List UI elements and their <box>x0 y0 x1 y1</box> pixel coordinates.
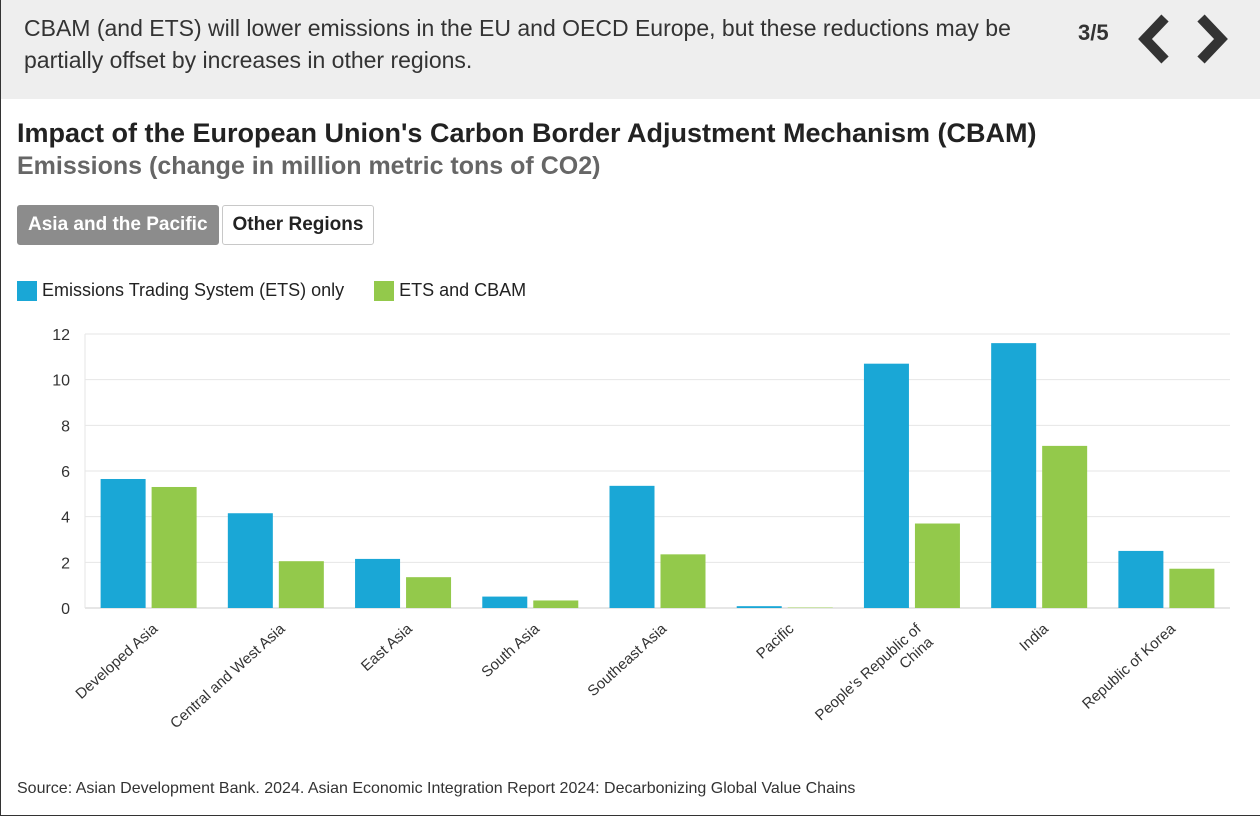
bar-ets[interactable] <box>100 478 146 608</box>
bar-cbam[interactable] <box>1042 445 1088 608</box>
x-tick-label: South Asia <box>478 620 543 681</box>
bar-cbam[interactable] <box>151 486 197 608</box>
x-tick-label: Republic of Korea <box>1079 620 1179 713</box>
x-tick-label: East Asia <box>358 620 416 675</box>
bar-ets[interactable] <box>1118 550 1164 608</box>
tab-other-regions[interactable]: Other Regions <box>221 205 375 245</box>
bar-ets[interactable] <box>227 513 273 608</box>
legend-label-cbam: ETS and CBAM <box>399 280 527 300</box>
legend-item-cbam[interactable]: ETS and CBAM <box>374 280 526 301</box>
bar-cbam[interactable] <box>660 554 706 608</box>
legend-label-ets: Emissions Trading System (ETS) only <box>42 280 345 300</box>
chevron-left-icon <box>1138 14 1169 64</box>
x-tick-label-line: People's Republic of <box>812 620 925 724</box>
x-tick-label: Pacific <box>753 620 798 663</box>
x-tick-label: India <box>1016 620 1052 655</box>
bar-cbam[interactable] <box>1169 568 1215 608</box>
chart-legend: Emissions Trading System (ETS) only ETS … <box>17 280 556 301</box>
source-note: Source: Asian Development Bank. 2024. As… <box>17 780 856 797</box>
y-tick-label: 10 <box>52 373 70 390</box>
next-button[interactable] <box>1189 12 1235 66</box>
bar-ets[interactable] <box>863 363 909 608</box>
region-tabs: Asia and the Pacific Other Regions <box>17 205 375 245</box>
header-description: CBAM (and ETS) will lower emissions in t… <box>24 15 1011 73</box>
bar-cbam[interactable] <box>406 577 452 608</box>
bar-ets[interactable] <box>482 596 528 608</box>
page-counter: 3/5 <box>1078 20 1109 45</box>
bar-chart: 0 2 4 6 8 10 12 Developed Asia Central and West … <box>52 327 1230 738</box>
x-tick-label: People's Republic ofChina <box>812 620 937 738</box>
tab-asia-pacific[interactable]: Asia and the Pacific <box>17 205 219 245</box>
x-tick-label: Southeast Asia <box>584 620 670 700</box>
y-tick-label: 4 <box>61 510 70 527</box>
bar-ets[interactable] <box>991 343 1037 608</box>
y-tick-label: 8 <box>61 418 70 435</box>
y-tick-label: 2 <box>61 555 70 572</box>
x-tick-label: Central and West Asia <box>167 620 289 732</box>
bar-ets[interactable] <box>609 485 655 608</box>
story-header: CBAM (and ETS) will lower emissions in t… <box>1 0 1260 99</box>
x-tick-label: Developed Asia <box>72 620 161 703</box>
chart-title: Impact of the European Union's Carbon Bo… <box>17 118 1037 148</box>
legend-item-ets[interactable]: Emissions Trading System (ETS) only <box>17 280 344 301</box>
bar-cbam[interactable] <box>278 561 324 608</box>
chevron-right-icon <box>1197 14 1228 64</box>
bar-ets[interactable] <box>355 558 401 608</box>
legend-swatch-cbam <box>374 280 395 301</box>
prev-button[interactable] <box>1133 12 1179 66</box>
y-tick-label: 6 <box>61 464 70 481</box>
y-tick-label: 12 <box>52 327 70 344</box>
bar-cbam[interactable] <box>533 600 579 608</box>
bar-ets[interactable] <box>736 606 782 608</box>
chart-subtitle: Emissions (change in million metric tons… <box>17 152 601 180</box>
y-tick-label: 0 <box>61 601 70 618</box>
legend-swatch-ets <box>17 280 37 301</box>
bar-cbam[interactable] <box>914 523 960 608</box>
